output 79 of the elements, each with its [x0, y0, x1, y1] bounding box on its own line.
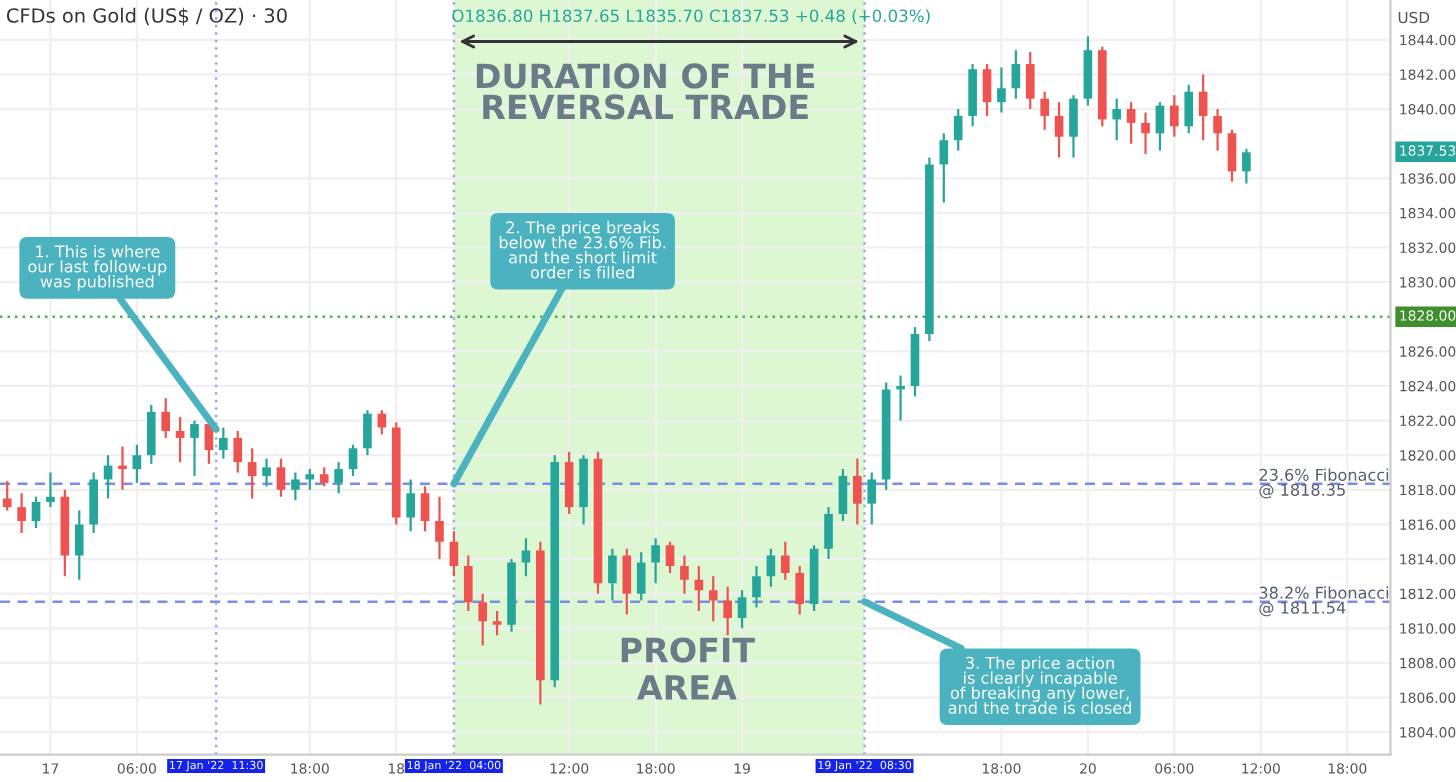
- candlestick: [146, 403, 156, 465]
- candlestick: [521, 537, 531, 578]
- candlestick: [74, 509, 84, 581]
- candlestick: [708, 575, 718, 623]
- candlestick: [564, 450, 574, 516]
- chart-title: CFDs on Gold (US$ / OZ) · 30: [6, 7, 287, 26]
- candlestick: [406, 478, 415, 533]
- candlestick: [2, 480, 12, 512]
- candlestick: [1170, 94, 1179, 138]
- candlestick: [478, 592, 488, 647]
- candlestick: [651, 537, 660, 585]
- candlestick: [17, 492, 26, 535]
- candlestick: [968, 62, 977, 128]
- candlestick: [1141, 111, 1150, 156]
- candlestick: [132, 443, 142, 484]
- candlestick: [795, 564, 805, 616]
- annotation: DURATION OF THE REVERSAL TRADE: [476, 63, 815, 120]
- candlestick: [377, 409, 387, 436]
- candlestick: [867, 471, 877, 526]
- band-label: PROFIT AREA: [621, 637, 755, 700]
- candlestick: [247, 447, 257, 500]
- candlestick: [953, 107, 963, 152]
- candlestick: [680, 554, 689, 595]
- candlestick: [1242, 147, 1251, 185]
- candlestick: [1069, 94, 1078, 159]
- candlestick: [31, 495, 41, 529]
- candlestick: [492, 609, 502, 637]
- annotation: 1. This is where our last follow-up was published: [28, 245, 167, 291]
- candlestick: [262, 457, 271, 488]
- candlestick: [363, 409, 372, 457]
- candlestick: [1227, 128, 1237, 183]
- candlestick: [1198, 73, 1208, 142]
- candlestick: [46, 471, 55, 509]
- candlestick: [1054, 101, 1064, 159]
- candlestick: [449, 530, 459, 578]
- candlestick: [291, 471, 300, 502]
- candlestick: [1155, 101, 1165, 152]
- ref-line-label: 38.2% Fibonacci @ 1811.54: [1259, 586, 1389, 617]
- candlestick: [737, 589, 747, 630]
- candlestick: [636, 551, 646, 602]
- candlestick: [319, 466, 329, 488]
- candlestick: [853, 457, 862, 526]
- candlestick: [1184, 83, 1194, 135]
- candlestick: [752, 564, 761, 609]
- candlestick: [1112, 97, 1122, 142]
- candlestick: [723, 585, 732, 637]
- candlestick: [1213, 107, 1222, 152]
- candlestick: [219, 426, 228, 460]
- candlestick: [665, 540, 675, 575]
- candlestick: [939, 132, 949, 204]
- candlestick: [89, 471, 98, 535]
- candlestick: [118, 445, 127, 491]
- candlestick: [997, 66, 1006, 114]
- candlestick: [334, 461, 343, 495]
- annotation: 3. The price action is clearly incapable of breaking any lower, and the trade is closed: [948, 656, 1132, 714]
- candlestick: [1126, 101, 1136, 145]
- candlestick: [1040, 90, 1049, 131]
- candlestick: [1025, 50, 1035, 111]
- candlestick: [838, 467, 848, 523]
- candlestick: [463, 554, 473, 613]
- candlestick: [608, 547, 617, 602]
- candlestick: [190, 419, 199, 478]
- ref-line-label: 23.6% Fibonacci @ 1818.35: [1259, 468, 1389, 499]
- candlestick: [233, 429, 243, 474]
- candlestick: [175, 416, 185, 464]
- candlestick: [161, 396, 171, 439]
- candlestick: [276, 457, 286, 498]
- chart-subtitle: O1836.80 H1837.65 L1835.70 C1837.53 +0.48 (+0.03%): [452, 9, 930, 24]
- candlestick: [622, 547, 632, 616]
- candlestick: [1011, 49, 1021, 100]
- candlestick: [824, 506, 833, 561]
- candlestick: [982, 62, 992, 118]
- annotation: 2. The price breaks below the 23.6% Fib. and the short limit order is filled: [499, 221, 666, 279]
- candlestick: [435, 495, 444, 561]
- candlestick: [348, 443, 358, 478]
- candlestick: [780, 540, 790, 581]
- candlestick: [896, 374, 905, 422]
- candlestick: [420, 485, 430, 533]
- candlestick: [305, 467, 315, 491]
